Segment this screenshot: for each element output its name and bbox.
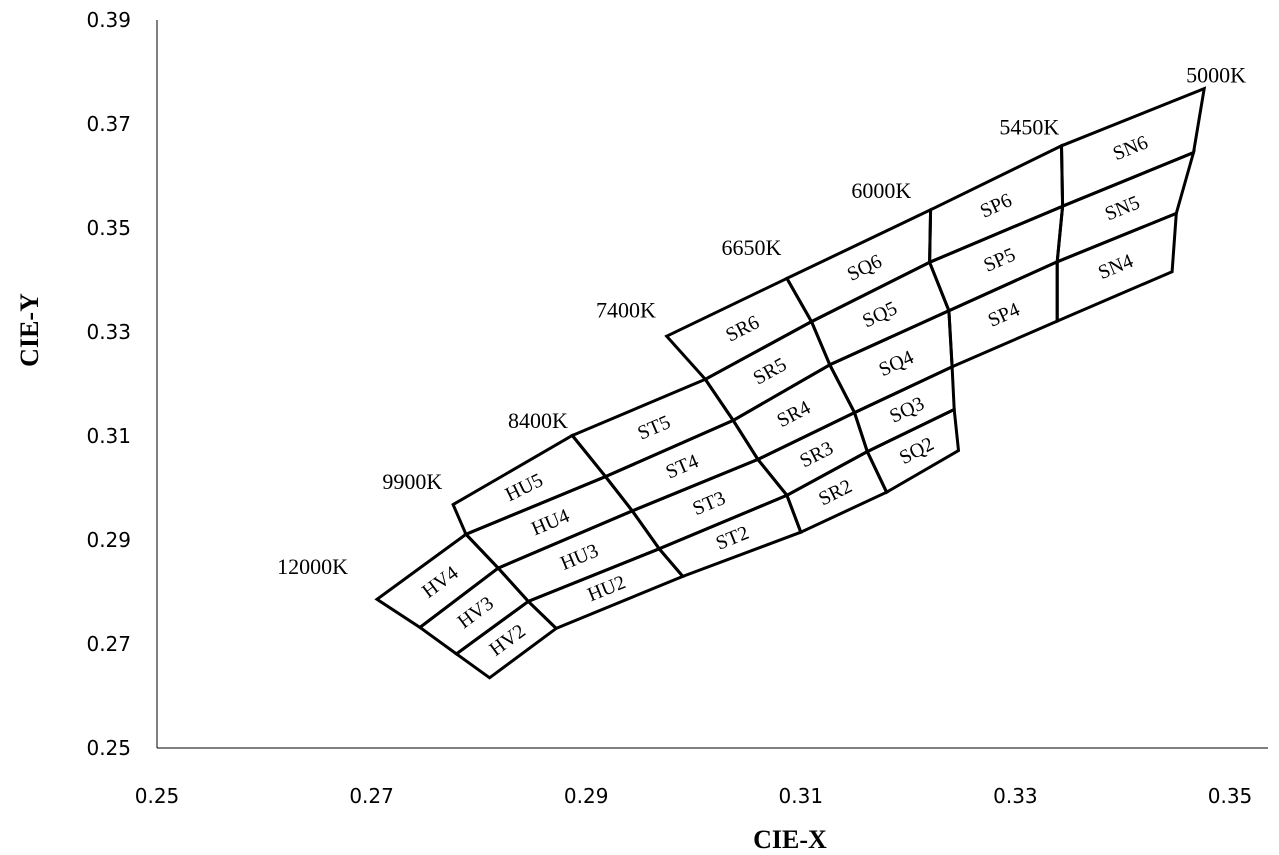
bin-label-sp4: SP4 — [985, 299, 1023, 332]
bin-label-sq3: SQ3 — [886, 393, 928, 428]
y-tick-label-0-39: 0.39 — [86, 8, 131, 32]
bin-label-sq6: SQ6 — [844, 250, 886, 285]
x-tick-label-0-29: 0.29 — [564, 784, 609, 808]
bin-label-hu3: HU3 — [557, 540, 601, 575]
bin-label-st4: ST4 — [663, 450, 702, 483]
bin-label-sr5: SR5 — [750, 353, 791, 389]
y-tick-label-0-35: 0.35 — [86, 216, 131, 240]
x-tick-label-0-35: 0.35 — [1208, 784, 1253, 808]
bin-labels: HV4HV3HV2HU5HU4HU3HU2ST5ST4ST3ST2SR6SR5S… — [418, 131, 1151, 660]
bin-label-sp5: SP5 — [980, 244, 1018, 277]
bin-label-sp6: SP6 — [977, 189, 1015, 222]
bin-label-st5: ST5 — [634, 411, 673, 444]
bin-label-st2: ST2 — [713, 522, 752, 555]
x-tick-label-0-33: 0.33 — [993, 784, 1038, 808]
x-tick-label-0-31: 0.31 — [779, 784, 824, 808]
bin-region-sn4 — [1055, 211, 1178, 324]
cct-label-6650k: 6650K — [721, 235, 781, 260]
y-tick-labels: 0.25 0.27 0.29 0.31 0.33 0.35 0.37 0.39 — [86, 8, 131, 760]
cct-label-6000k: 6000K — [851, 178, 911, 203]
cct-label-12000k: 12000K — [277, 554, 348, 579]
bin-label-hv4: HV4 — [418, 562, 462, 603]
y-tick-label-0-25: 0.25 — [86, 736, 131, 760]
cct-label-8400k: 8400K — [508, 408, 568, 433]
bin-label-sr4: SR4 — [773, 397, 814, 433]
bin-label-sn5: SN5 — [1102, 192, 1143, 226]
cct-label-7400k: 7400K — [596, 297, 656, 322]
bin-label-hu5: HU5 — [502, 469, 547, 506]
cct-label-5000k: 5000K — [1186, 62, 1246, 87]
y-tick-label-0-27: 0.27 — [86, 632, 131, 656]
x-tick-labels: 0.25 0.27 0.29 0.31 0.33 0.35 — [135, 784, 1253, 808]
x-tick-label-0-25: 0.25 — [135, 784, 180, 808]
y-tick-label-0-37: 0.37 — [86, 112, 131, 136]
y-tick-label-0-33: 0.33 — [86, 320, 131, 344]
bin-label-sr6: SR6 — [722, 311, 763, 346]
bin-label-hu4: HU4 — [528, 505, 572, 540]
bin-label-sn4: SN4 — [1095, 250, 1136, 284]
x-axis-title: CIE-X — [753, 825, 827, 854]
bin-regions — [374, 86, 1207, 680]
bin-label-st3: ST3 — [689, 487, 728, 520]
bin-label-sq4: SQ4 — [876, 346, 918, 381]
chart-axes — [156, 20, 1268, 749]
bin-label-sn6: SN6 — [1110, 131, 1151, 165]
bin-label-sq5: SQ5 — [859, 297, 901, 332]
bin-label-sr2: SR2 — [815, 475, 856, 510]
x-tick-label-0-27: 0.27 — [349, 784, 394, 808]
cct-label-9900k: 9900K — [382, 469, 442, 494]
cct-label-5450k: 5450K — [999, 114, 1059, 139]
y-tick-label-0-29: 0.29 — [86, 528, 131, 552]
cct-labels: 12000K 9900K 8400K 7400K 6650K 6000K 5450K 5000… — [277, 62, 1246, 578]
y-tick-label-0-31: 0.31 — [86, 424, 131, 448]
y-axis-title: CIE-Y — [15, 293, 44, 367]
bin-label-sr3: SR3 — [796, 437, 837, 472]
bin-label-sq2: SQ2 — [896, 433, 938, 469]
bin-region-sq2 — [865, 407, 961, 495]
